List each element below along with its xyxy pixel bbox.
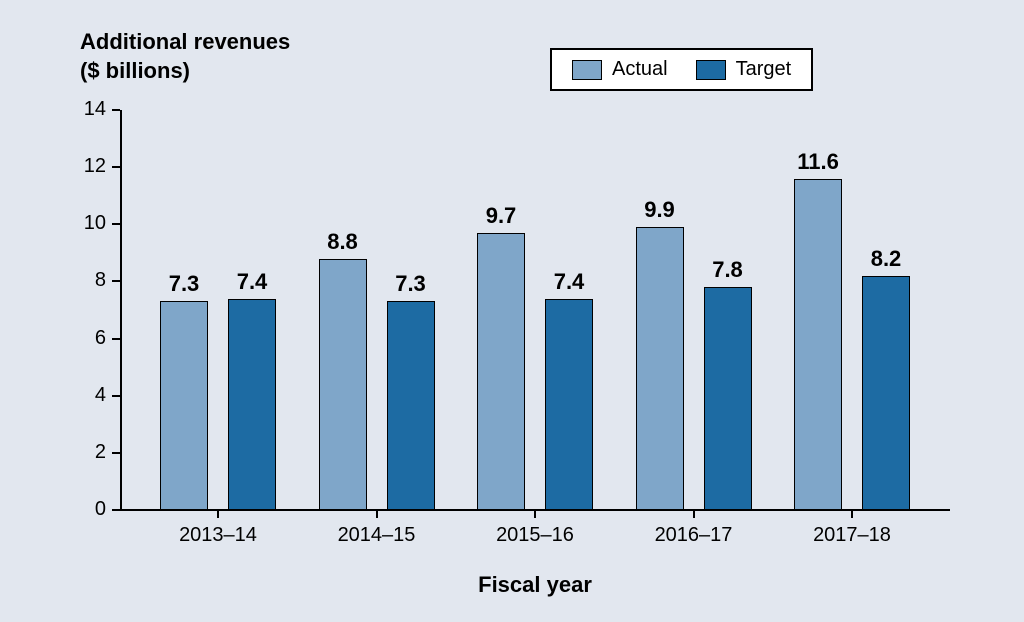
x-tick-mark bbox=[217, 510, 219, 518]
bar-value-label: 8.2 bbox=[871, 246, 902, 272]
y-tick-label: 6 bbox=[95, 327, 106, 350]
bar bbox=[160, 301, 208, 510]
x-tick-label: 2017–18 bbox=[813, 524, 891, 547]
y-tick-mark bbox=[112, 395, 120, 397]
x-tick-label: 2015–16 bbox=[496, 524, 574, 547]
x-tick-mark bbox=[693, 510, 695, 518]
y-tick-label: 10 bbox=[84, 212, 106, 235]
legend: Actual Target bbox=[550, 48, 813, 91]
y-tick-mark bbox=[112, 452, 120, 454]
y-tick-label: 4 bbox=[95, 384, 106, 407]
bar bbox=[387, 301, 435, 510]
x-tick-label: 2016–17 bbox=[655, 524, 733, 547]
y-tick-label: 14 bbox=[84, 98, 106, 121]
legend-label: Target bbox=[736, 58, 792, 81]
bar-value-label: 7.8 bbox=[712, 257, 743, 283]
x-tick-mark bbox=[376, 510, 378, 518]
x-tick-mark bbox=[851, 510, 853, 518]
legend-item: Actual bbox=[572, 58, 668, 81]
y-tick-label: 12 bbox=[84, 155, 106, 178]
y-tick-mark bbox=[112, 509, 120, 511]
y-tick-mark bbox=[112, 109, 120, 111]
x-tick-label: 2013–14 bbox=[179, 524, 257, 547]
bar-value-label: 7.3 bbox=[169, 271, 200, 297]
bar-value-label: 8.8 bbox=[327, 229, 358, 255]
bar-value-label: 9.9 bbox=[644, 197, 675, 223]
bar bbox=[228, 299, 276, 510]
bar-value-label: 7.3 bbox=[395, 271, 426, 297]
y-axis-title: Additional revenues($ billions) bbox=[80, 28, 290, 85]
bar-value-label: 11.6 bbox=[797, 149, 839, 175]
legend-swatch bbox=[572, 60, 602, 80]
y-tick-mark bbox=[112, 166, 120, 168]
bar bbox=[545, 299, 593, 510]
bar-value-label: 7.4 bbox=[237, 269, 268, 295]
y-tick-mark bbox=[112, 280, 120, 282]
y-axis-line bbox=[120, 110, 122, 510]
y-tick-label: 0 bbox=[95, 498, 106, 521]
y-tick-mark bbox=[112, 223, 120, 225]
legend-label: Actual bbox=[612, 58, 668, 81]
y-axis-title-line: ($ billions) bbox=[80, 57, 290, 86]
bar-value-label: 9.7 bbox=[486, 203, 517, 229]
bar bbox=[794, 179, 842, 510]
bar bbox=[704, 287, 752, 510]
bar bbox=[477, 233, 525, 510]
y-tick-label: 8 bbox=[95, 269, 106, 292]
bar bbox=[319, 259, 367, 510]
legend-swatch bbox=[696, 60, 726, 80]
bar bbox=[862, 276, 910, 510]
chart-canvas: Additional revenues($ billions) Actual Tar… bbox=[0, 0, 1024, 622]
x-tick-label: 2014–15 bbox=[338, 524, 416, 547]
bar-value-label: 7.4 bbox=[554, 269, 585, 295]
bar bbox=[636, 227, 684, 510]
legend-item: Target bbox=[696, 58, 792, 81]
y-axis-title-line: Additional revenues bbox=[80, 28, 290, 57]
x-tick-mark bbox=[534, 510, 536, 518]
x-axis-title: Fiscal year bbox=[478, 572, 592, 598]
y-tick-mark bbox=[112, 338, 120, 340]
y-tick-label: 2 bbox=[95, 441, 106, 464]
